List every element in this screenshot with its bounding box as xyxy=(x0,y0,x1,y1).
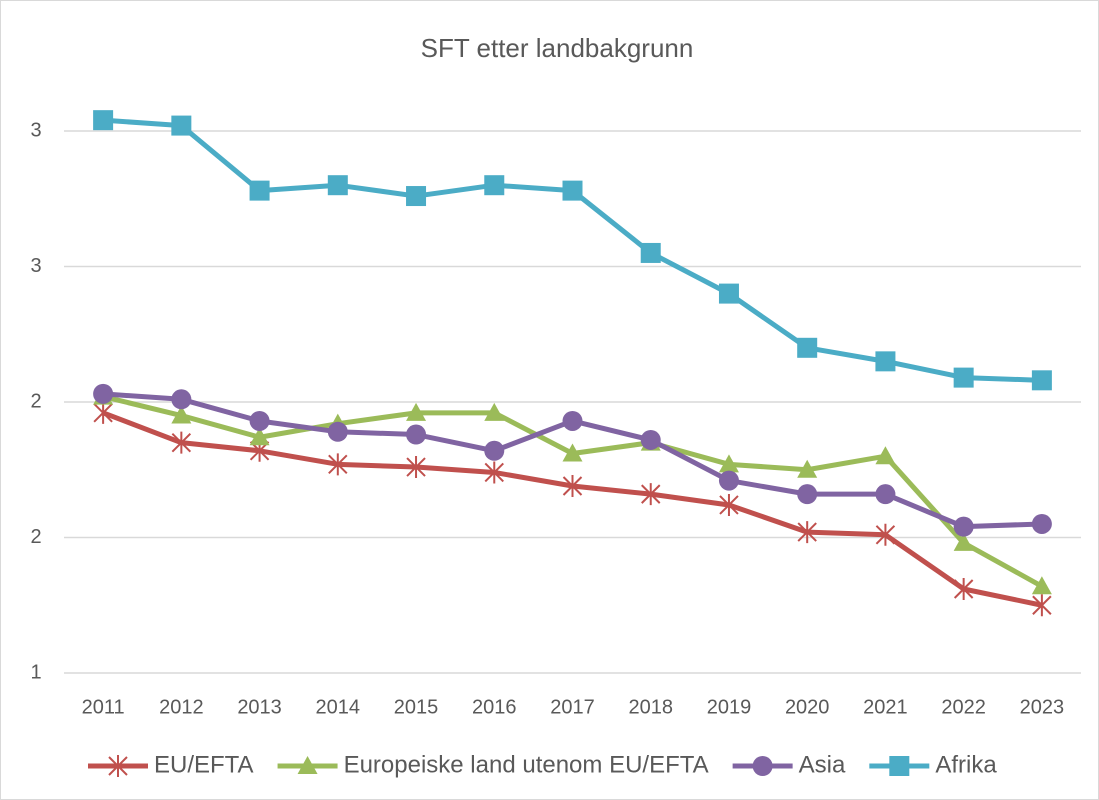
marker xyxy=(640,242,661,263)
marker xyxy=(1031,576,1052,595)
marker xyxy=(328,453,348,476)
marker xyxy=(718,454,739,473)
x-tick-label: 2011 xyxy=(82,696,125,718)
marker xyxy=(484,461,504,484)
marker xyxy=(171,115,192,136)
y-tick-label: 2 xyxy=(30,390,41,412)
y-tick-label: 1 xyxy=(30,661,41,683)
x-tick-label: 2013 xyxy=(237,696,282,718)
x-tick-label: 2015 xyxy=(394,696,439,718)
marker xyxy=(953,516,974,537)
legend-marker xyxy=(889,756,910,776)
marker xyxy=(406,402,427,421)
marker xyxy=(562,475,583,498)
marker xyxy=(327,421,348,442)
marker xyxy=(1031,370,1052,391)
legend-marker xyxy=(297,756,318,774)
x-tick-label: 2019 xyxy=(707,696,752,718)
marker xyxy=(875,523,896,546)
marker xyxy=(875,351,896,372)
chart-title: SFT etter landbakgrunn xyxy=(421,33,694,63)
marker xyxy=(249,427,270,446)
marker xyxy=(953,532,974,551)
x-tick-label: 2014 xyxy=(316,696,361,718)
marker xyxy=(484,175,505,196)
x-tick-label: 2016 xyxy=(472,696,517,718)
marker xyxy=(797,337,818,358)
legend-label: EU/EFTA xyxy=(154,751,254,778)
marker xyxy=(718,283,739,304)
marker xyxy=(171,389,192,410)
marker xyxy=(93,383,114,404)
marker xyxy=(953,367,974,388)
y-tick-label: 3 xyxy=(30,255,41,277)
legend-label: Asia xyxy=(799,751,846,778)
marker xyxy=(797,521,817,544)
x-tick-label: 2022 xyxy=(941,696,986,718)
marker xyxy=(93,110,114,131)
marker xyxy=(93,401,113,424)
marker xyxy=(797,459,818,478)
legend: EU/EFTA Europeiske land utenom EU/EFTA Asi… xyxy=(88,751,997,778)
marker xyxy=(406,186,427,207)
marker xyxy=(249,180,270,201)
marker xyxy=(640,429,661,450)
legend-marker xyxy=(108,755,128,777)
x-tick-label: 2017 xyxy=(550,696,595,718)
marker xyxy=(562,410,583,431)
marker xyxy=(562,180,583,201)
marker xyxy=(875,484,896,505)
y-tick-label: 3 xyxy=(30,119,41,141)
marker xyxy=(875,446,896,465)
marker xyxy=(719,493,739,516)
legend-label: Europeiske land utenom EU/EFTA xyxy=(344,751,709,778)
legend-label: Afrika xyxy=(935,751,997,778)
marker xyxy=(406,456,426,479)
marker xyxy=(406,424,427,445)
marker xyxy=(171,431,192,454)
marker xyxy=(171,405,192,424)
marker xyxy=(484,440,505,461)
marker xyxy=(718,470,739,491)
marker xyxy=(562,443,583,462)
marker xyxy=(249,410,270,431)
legend-marker xyxy=(752,756,773,776)
marker xyxy=(641,483,661,506)
marker xyxy=(953,577,974,600)
marker xyxy=(1031,513,1052,534)
x-tick-label: 2021 xyxy=(863,696,908,718)
x-tick-label: 2012 xyxy=(159,696,204,718)
x-tick-label: 2023 xyxy=(1020,696,1065,718)
x-tick-label: 2020 xyxy=(785,696,830,718)
marker xyxy=(484,402,505,421)
x-tick-label: 2018 xyxy=(628,696,673,718)
marker xyxy=(327,175,348,196)
marker xyxy=(797,484,818,505)
y-tick-label: 2 xyxy=(30,526,41,548)
marker xyxy=(1032,594,1052,617)
